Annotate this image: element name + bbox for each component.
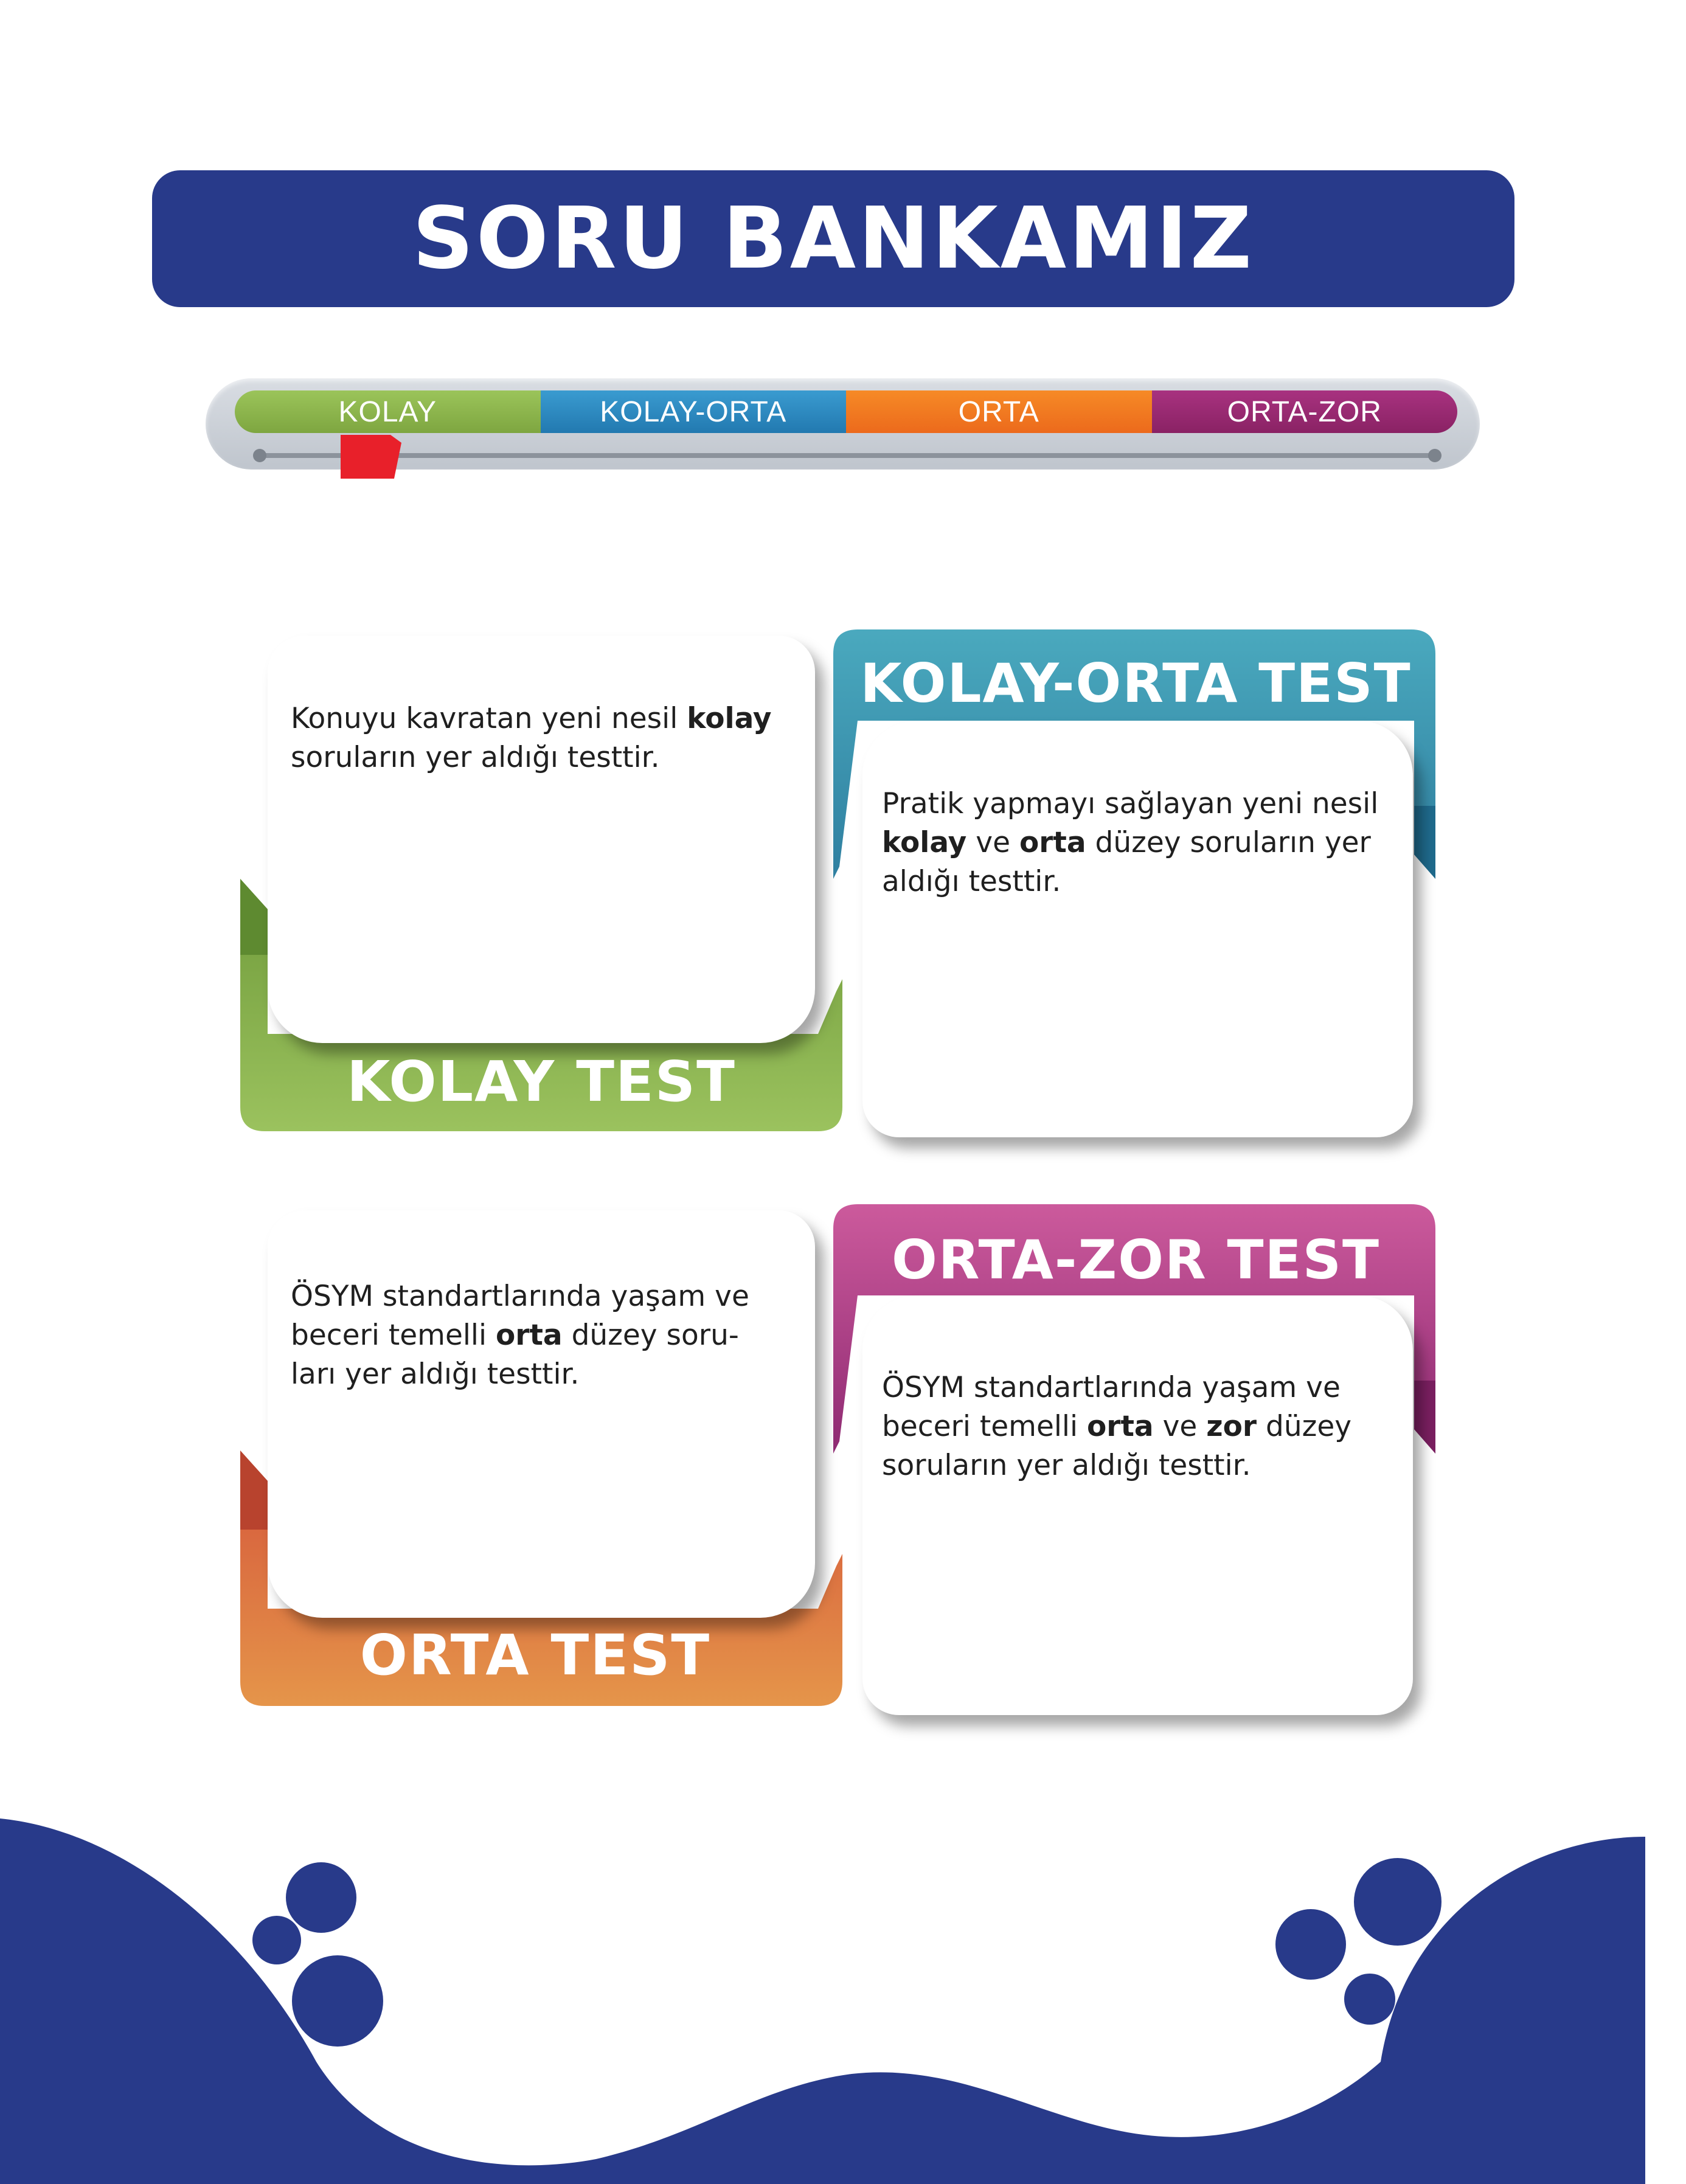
wave-shape	[0, 1818, 1645, 2184]
bubble-right-2	[1275, 1909, 1346, 1980]
difficulty-slider-rail	[258, 453, 1437, 458]
difficulty-level-kolay: KOLAY	[235, 390, 541, 433]
kolay-orta-test-description: Pratik yapmayı sağlayan yeni nesil kolay…	[882, 787, 1379, 898]
kolay-test-description: Konuyu kavratan yeni nesil kolay sorular…	[291, 702, 772, 774]
orta-zor-test-panel	[833, 1204, 1435, 1454]
difficulty-level-kolay-orta: KOLAY-ORTA	[540, 390, 846, 433]
difficulty-scale: KOLAY KOLAY-ORTA ORTA ORTA-ZOR	[235, 390, 1457, 433]
orta-zor-test-description: ÖSYM standartlarında yaşam ve beceri tem…	[882, 1371, 1352, 1482]
difficulty-level-label: KOLAY	[338, 395, 437, 428]
kolay-test-panel	[240, 879, 842, 1131]
slider-rail-start-dot	[253, 449, 266, 462]
slider-rail-end-dot	[1428, 449, 1441, 462]
difficulty-level-label: KOLAY-ORTA	[600, 395, 787, 428]
difficulty-level-label: ORTA	[958, 395, 1039, 428]
bottom-wave-decoration	[0, 1818, 1645, 2184]
orta-test-card	[268, 1210, 815, 1618]
kolay-test-label: KOLAY TEST	[347, 1049, 736, 1114]
page-title-banner: SORU BANKAMIZ	[152, 170, 1514, 307]
orta-zor-test-label: ORTA-ZOR TEST	[891, 1229, 1380, 1291]
kolay-orta-test-panel	[833, 629, 1435, 879]
orta-zor-test-card	[862, 1295, 1413, 1715]
bubble-left-1	[286, 1862, 356, 1933]
difficulty-level-label: ORTA-ZOR	[1227, 395, 1382, 428]
orta-test-panel	[240, 1451, 842, 1706]
difficulty-slider-marker	[341, 435, 401, 479]
orta-test-label: ORTA TEST	[359, 1623, 711, 1688]
bubble-left-3	[292, 1955, 383, 2047]
bubble-right-1	[1354, 1858, 1441, 1946]
bubble-left-2	[252, 1916, 301, 1964]
difficulty-level-orta-zor: ORTA-ZOR	[1151, 390, 1457, 433]
page-title: SORU BANKAMIZ	[412, 189, 1255, 288]
kolay-orta-test-label: KOLAY-ORTA TEST	[860, 652, 1412, 715]
difficulty-level-orta: ORTA	[846, 390, 1152, 433]
kolay-test-card	[268, 636, 815, 1043]
kolay-orta-test-card	[862, 721, 1413, 1137]
orta-test-description: ÖSYM standartlarında yaşam ve beceri tem…	[291, 1280, 749, 1391]
bubble-right-3	[1344, 1974, 1395, 2025]
